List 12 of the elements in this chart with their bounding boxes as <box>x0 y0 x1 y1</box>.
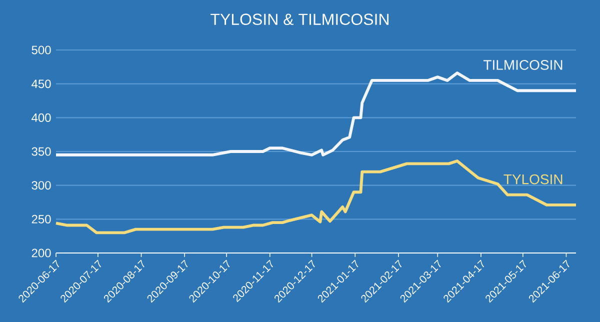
y-tick-label: 300 <box>32 181 51 190</box>
y-tick-label: 450 <box>32 80 51 88</box>
y-tick-label: 250 <box>32 214 51 224</box>
y-tick-label: 200 <box>32 248 51 258</box>
series-label: TILMICOSIN <box>483 60 562 70</box>
line-series <box>54 160 578 234</box>
line-series <box>54 72 578 156</box>
y-tick-label: 500 <box>32 46 51 54</box>
series-label: TYLOSIN <box>504 174 562 184</box>
y-tick-label: 400 <box>32 113 51 122</box>
y-tick-label: 350 <box>32 147 51 156</box>
chart-title: TYLOSIN & TILMICOSIN <box>210 14 388 25</box>
